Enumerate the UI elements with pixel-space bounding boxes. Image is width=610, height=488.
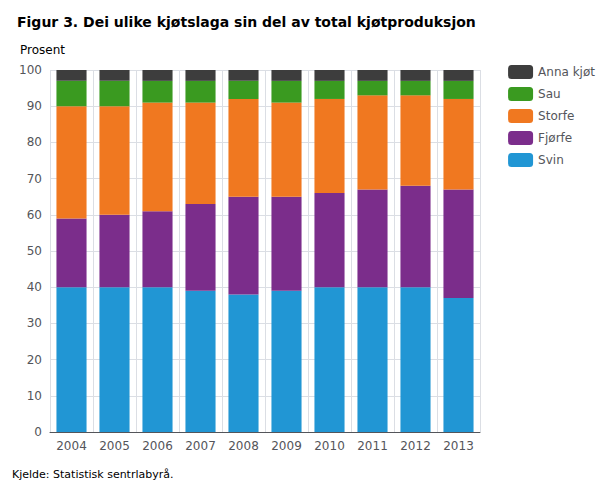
- svg-text:Kjelde: Statistisk sentrlabyrå: Kjelde: Statistisk sentrlabyrå.: [12, 468, 174, 481]
- svg-text:Storfe: Storfe: [538, 109, 574, 123]
- svg-text:10: 10: [27, 389, 42, 403]
- svg-text:100: 100: [19, 63, 42, 77]
- svg-text:0: 0: [34, 425, 42, 439]
- svg-text:2005: 2005: [99, 439, 130, 453]
- svg-text:Prosent: Prosent: [20, 43, 65, 57]
- svg-text:Anna kjøt: Anna kjøt: [538, 65, 595, 79]
- svg-text:Figur 3. Dei ulike kjøtslaga s: Figur 3. Dei ulike kjøtslaga sin del av …: [17, 14, 476, 30]
- svg-text:80: 80: [27, 135, 42, 149]
- svg-text:Sau: Sau: [538, 87, 561, 101]
- svg-text:2008: 2008: [228, 439, 259, 453]
- svg-text:2006: 2006: [142, 439, 173, 453]
- svg-text:2011: 2011: [357, 439, 388, 453]
- svg-text:Fjørfe: Fjørfe: [538, 131, 572, 145]
- svg-text:2012: 2012: [400, 439, 431, 453]
- svg-text:50: 50: [27, 244, 42, 258]
- svg-text:40: 40: [27, 280, 42, 294]
- svg-text:60: 60: [27, 208, 42, 222]
- svg-text:20: 20: [27, 353, 42, 367]
- svg-text:2007: 2007: [185, 439, 216, 453]
- svg-text:2009: 2009: [271, 439, 302, 453]
- svg-text:30: 30: [27, 316, 42, 330]
- svg-text:2004: 2004: [56, 439, 87, 453]
- svg-text:2013: 2013: [443, 439, 474, 453]
- svg-text:Svin: Svin: [538, 153, 564, 167]
- svg-text:2010: 2010: [314, 439, 345, 453]
- svg-text:90: 90: [27, 99, 42, 113]
- svg-text:70: 70: [27, 172, 42, 186]
